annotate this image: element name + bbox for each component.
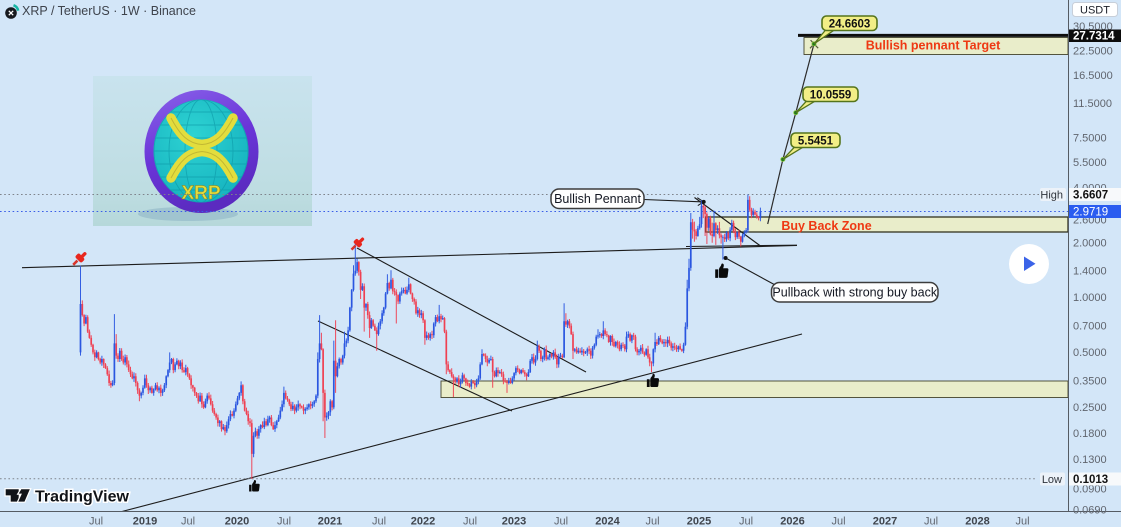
svg-text:1.0000: 1.0000 [1073, 292, 1107, 304]
svg-text:Jul: Jul [554, 516, 568, 527]
svg-text:Bullish Pennant: Bullish Pennant [554, 192, 641, 206]
svg-text:0.5000: 0.5000 [1073, 347, 1107, 359]
svg-text:Jul: Jul [645, 516, 659, 527]
svg-text:27.7314: 27.7314 [1073, 31, 1115, 43]
svg-text:30.5000: 30.5000 [1073, 21, 1113, 33]
svg-text:0.0900: 0.0900 [1073, 484, 1107, 496]
svg-text:11.5000: 11.5000 [1073, 98, 1112, 110]
svg-text:TradingView: TradingView [35, 489, 130, 506]
svg-text:0.7000: 0.7000 [1073, 321, 1107, 333]
svg-text:2019: 2019 [133, 516, 157, 527]
svg-text:XRP: XRP [181, 183, 220, 204]
svg-text:Low: Low [1042, 474, 1062, 486]
svg-text:Jul: Jul [463, 516, 477, 527]
svg-text:2023: 2023 [502, 516, 526, 527]
svg-text:Jul: Jul [831, 516, 845, 527]
svg-text:Buy Back Zone: Buy Back Zone [781, 219, 871, 233]
svg-text:5.5451: 5.5451 [798, 135, 834, 147]
svg-text:2021: 2021 [318, 516, 342, 527]
svg-text:0.0690: 0.0690 [1073, 504, 1107, 516]
svg-text:2026: 2026 [780, 516, 804, 527]
svg-text:7.5000: 7.5000 [1073, 132, 1107, 144]
svg-text:2022: 2022 [411, 516, 435, 527]
svg-text:3.6607: 3.6607 [1073, 190, 1108, 202]
svg-text:1.4000: 1.4000 [1073, 266, 1107, 278]
svg-text:USDT: USDT [1080, 5, 1110, 17]
svg-text:22.5000: 22.5000 [1073, 45, 1113, 57]
svg-text:Jul: Jul [181, 516, 195, 527]
svg-text:Jul: Jul [89, 516, 103, 527]
svg-text:2024: 2024 [595, 516, 620, 527]
svg-text:Jul: Jul [924, 516, 938, 527]
svg-text:2.9719: 2.9719 [1073, 207, 1108, 219]
svg-text:2025: 2025 [687, 516, 711, 527]
svg-text:Jul: Jul [277, 516, 291, 527]
svg-text:2027: 2027 [873, 516, 897, 527]
svg-text:2.0000: 2.0000 [1073, 237, 1107, 249]
svg-text:Jul: Jul [1015, 516, 1029, 527]
svg-text:5.5000: 5.5000 [1073, 157, 1107, 169]
svg-text:0.2500: 0.2500 [1073, 402, 1107, 414]
svg-text:Bullish pennant Target: Bullish pennant Target [866, 39, 1001, 53]
svg-text:24.6603: 24.6603 [829, 18, 871, 30]
svg-text:0.1800: 0.1800 [1073, 428, 1107, 440]
svg-text:Pullback with strong buy back: Pullback with strong buy back [772, 285, 937, 299]
svg-text:0.1300: 0.1300 [1073, 454, 1107, 466]
svg-text:0.1013: 0.1013 [1073, 474, 1108, 486]
svg-text:Jul: Jul [739, 516, 753, 527]
svg-text:0.3500: 0.3500 [1073, 376, 1107, 388]
svg-text:16.5000: 16.5000 [1073, 70, 1113, 82]
svg-text:High: High [1040, 190, 1063, 202]
svg-text:XRP / TetherUS · 1W · Binance: XRP / TetherUS · 1W · Binance [22, 4, 196, 18]
svg-text:Jul: Jul [372, 516, 386, 527]
svg-text:2028: 2028 [965, 516, 989, 527]
svg-text:10.0559: 10.0559 [810, 89, 852, 101]
svg-text:2020: 2020 [225, 516, 249, 527]
